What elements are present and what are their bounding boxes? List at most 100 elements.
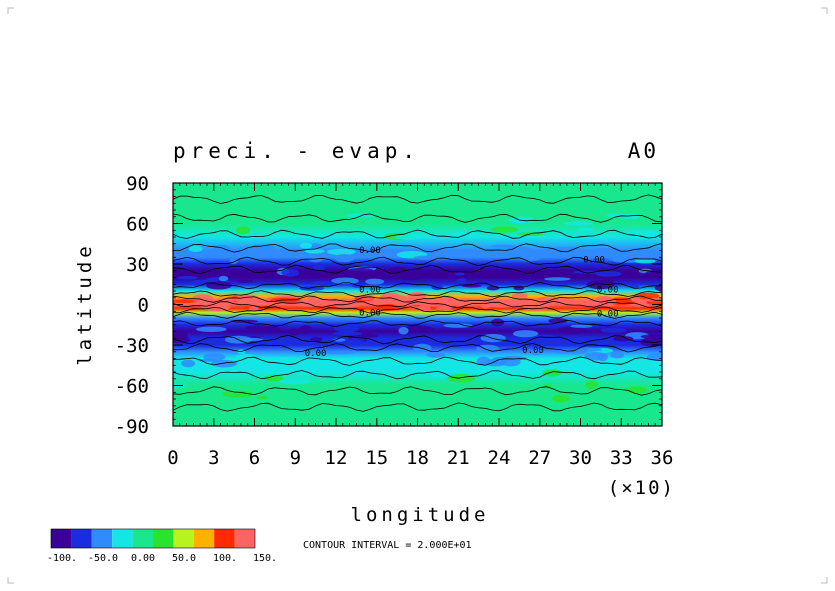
field-patch bbox=[264, 326, 281, 332]
contour-labels: 0.00 0.00 0.00 0.00 0.00 0.00 0.00 0.00 bbox=[305, 246, 619, 359]
field-patch bbox=[511, 293, 528, 299]
field-patch bbox=[222, 390, 253, 398]
field-patch bbox=[333, 338, 346, 342]
field-patch bbox=[586, 280, 615, 290]
x-multiplier-label: (×10) bbox=[608, 477, 675, 499]
y-tick-label: 30 bbox=[126, 254, 149, 276]
field-patch bbox=[430, 371, 450, 379]
field-patch bbox=[195, 326, 227, 332]
field-patch bbox=[517, 252, 538, 262]
x-tick-label: 3 bbox=[208, 447, 219, 469]
colorbar bbox=[50, 528, 256, 549]
field-patch bbox=[570, 324, 593, 328]
field-patch bbox=[476, 356, 491, 365]
field-patch bbox=[426, 352, 446, 358]
colorbar-swatch bbox=[51, 529, 72, 548]
x-tick-label: 9 bbox=[290, 447, 301, 469]
contour-line bbox=[173, 256, 662, 267]
field-patch bbox=[613, 336, 634, 342]
x-tick-label: 21 bbox=[447, 447, 470, 469]
field-patch bbox=[480, 300, 491, 309]
y-tick-label: -30 bbox=[115, 335, 149, 357]
y-tick-label: 0 bbox=[138, 295, 149, 317]
contour-line bbox=[173, 319, 662, 327]
field-patch bbox=[212, 244, 231, 253]
colorbar-frame bbox=[50, 528, 256, 549]
contour-label: 0.00 bbox=[597, 285, 619, 295]
contour-line bbox=[173, 194, 662, 204]
field-patch bbox=[324, 351, 354, 355]
colorbar-labels: -100. -50.0 0.00 50.0 100. 150. bbox=[47, 553, 277, 564]
field-patch bbox=[476, 344, 500, 353]
field-patch bbox=[491, 226, 519, 233]
field-patch bbox=[480, 334, 506, 343]
field-patch bbox=[203, 353, 226, 361]
y-axis: 90 60 30 0 -30 -60 -90 bbox=[115, 173, 662, 438]
colorbar-swatch bbox=[234, 529, 255, 548]
field-patch bbox=[263, 375, 284, 382]
x-tick-label: 6 bbox=[249, 447, 260, 469]
field-patch bbox=[310, 336, 323, 343]
field-patch bbox=[312, 272, 337, 278]
field-patch bbox=[173, 384, 186, 389]
plot-field: 0.00 0.00 0.00 0.00 0.00 0.00 0.00 0.00 bbox=[173, 183, 662, 426]
field-patch bbox=[552, 394, 570, 403]
field-patch bbox=[299, 242, 312, 249]
x-axis: 0 3 6 9 12 15 18 21 24 27 30 33 36 bbox=[167, 183, 673, 469]
field-patch bbox=[496, 249, 511, 256]
field-patch bbox=[346, 268, 375, 275]
field-patch bbox=[608, 257, 633, 262]
colorbar-swatch bbox=[132, 529, 153, 548]
field-patch bbox=[190, 279, 212, 286]
field-patch bbox=[218, 275, 229, 282]
field-patch bbox=[644, 270, 659, 280]
field-patch bbox=[532, 334, 558, 341]
field-patch bbox=[352, 284, 366, 288]
field-patch bbox=[331, 277, 359, 285]
field-patch bbox=[235, 354, 256, 359]
contour-line bbox=[173, 402, 662, 412]
contour-line bbox=[173, 300, 662, 309]
contour-line bbox=[173, 311, 662, 319]
field-patch bbox=[239, 337, 264, 341]
field-patch bbox=[370, 249, 389, 254]
colorbar-label: 50.0 bbox=[172, 553, 196, 564]
contour-line bbox=[173, 334, 662, 345]
field-patch bbox=[173, 331, 188, 340]
chart-label-right: A0 bbox=[628, 139, 659, 163]
colorbar-label: -100. bbox=[47, 553, 77, 564]
field-patch bbox=[248, 305, 259, 312]
colorbar-swatch bbox=[71, 529, 92, 548]
contour-line bbox=[173, 290, 662, 298]
x-tick-label: 18 bbox=[406, 447, 429, 469]
field-patch bbox=[327, 248, 356, 256]
field-patch bbox=[279, 378, 311, 385]
x-tick-label: 30 bbox=[569, 447, 592, 469]
field-patch bbox=[610, 351, 625, 359]
field-patch bbox=[584, 351, 607, 361]
field-patch bbox=[600, 327, 627, 333]
field-patch bbox=[333, 323, 360, 333]
field-patch bbox=[192, 294, 214, 303]
field-patch bbox=[210, 359, 238, 368]
field-patch bbox=[313, 281, 335, 286]
field-patch bbox=[513, 285, 525, 291]
x-tick-label: 27 bbox=[528, 447, 551, 469]
contour-line bbox=[173, 264, 662, 275]
field-patch bbox=[334, 253, 355, 263]
field-patch bbox=[447, 373, 476, 383]
field-patch bbox=[435, 306, 453, 311]
field-patch bbox=[431, 284, 444, 291]
y-axis-label: latitude bbox=[74, 242, 96, 366]
field-patch bbox=[634, 259, 656, 264]
field-patch bbox=[235, 226, 251, 235]
contour-label: 0.00 bbox=[522, 346, 544, 356]
field-patch bbox=[256, 395, 268, 400]
colorbar-swatch bbox=[112, 529, 133, 548]
field-patch bbox=[443, 323, 473, 328]
field-patch bbox=[557, 326, 586, 335]
field-patch bbox=[500, 355, 527, 361]
contour-line bbox=[173, 213, 662, 223]
contour-line bbox=[173, 281, 662, 290]
